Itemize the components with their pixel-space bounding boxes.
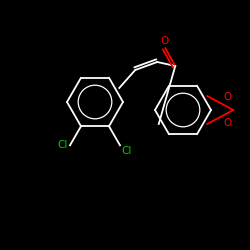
Text: Cl: Cl [58,140,68,150]
Text: Cl: Cl [121,146,132,156]
Text: O: O [223,118,232,128]
Text: O: O [223,92,232,102]
Text: O: O [160,36,168,46]
